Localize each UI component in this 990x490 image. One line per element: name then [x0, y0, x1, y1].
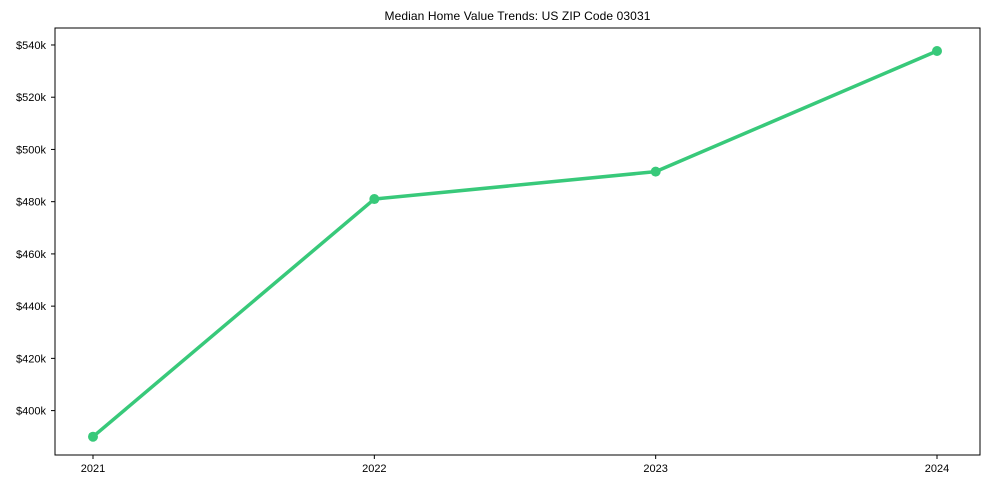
data-point-marker [369, 194, 380, 205]
chart-title: Median Home Value Trends: US ZIP Code 03… [384, 9, 651, 23]
x-tick-label: 2023 [643, 463, 667, 475]
y-tick-label: $480k [16, 197, 46, 209]
data-point-marker [650, 166, 661, 177]
data-point-marker [932, 45, 942, 56]
x-tick-label: 2021 [81, 463, 105, 475]
y-tick-label: $440k [16, 301, 46, 313]
y-tick-label: $500k [16, 144, 46, 156]
trend-line [91, 49, 939, 439]
y-tick-label: $520k [16, 92, 46, 104]
y-tick-label: $460k [16, 249, 46, 261]
y-tick-label: $540k [16, 40, 46, 52]
x-tick-label: 2022 [362, 463, 386, 475]
data-point-marker [88, 431, 98, 442]
y-tick-label: $400k [16, 406, 46, 418]
y-tick-label: $420k [16, 353, 46, 365]
x-tick-label: 2024 [925, 463, 949, 475]
